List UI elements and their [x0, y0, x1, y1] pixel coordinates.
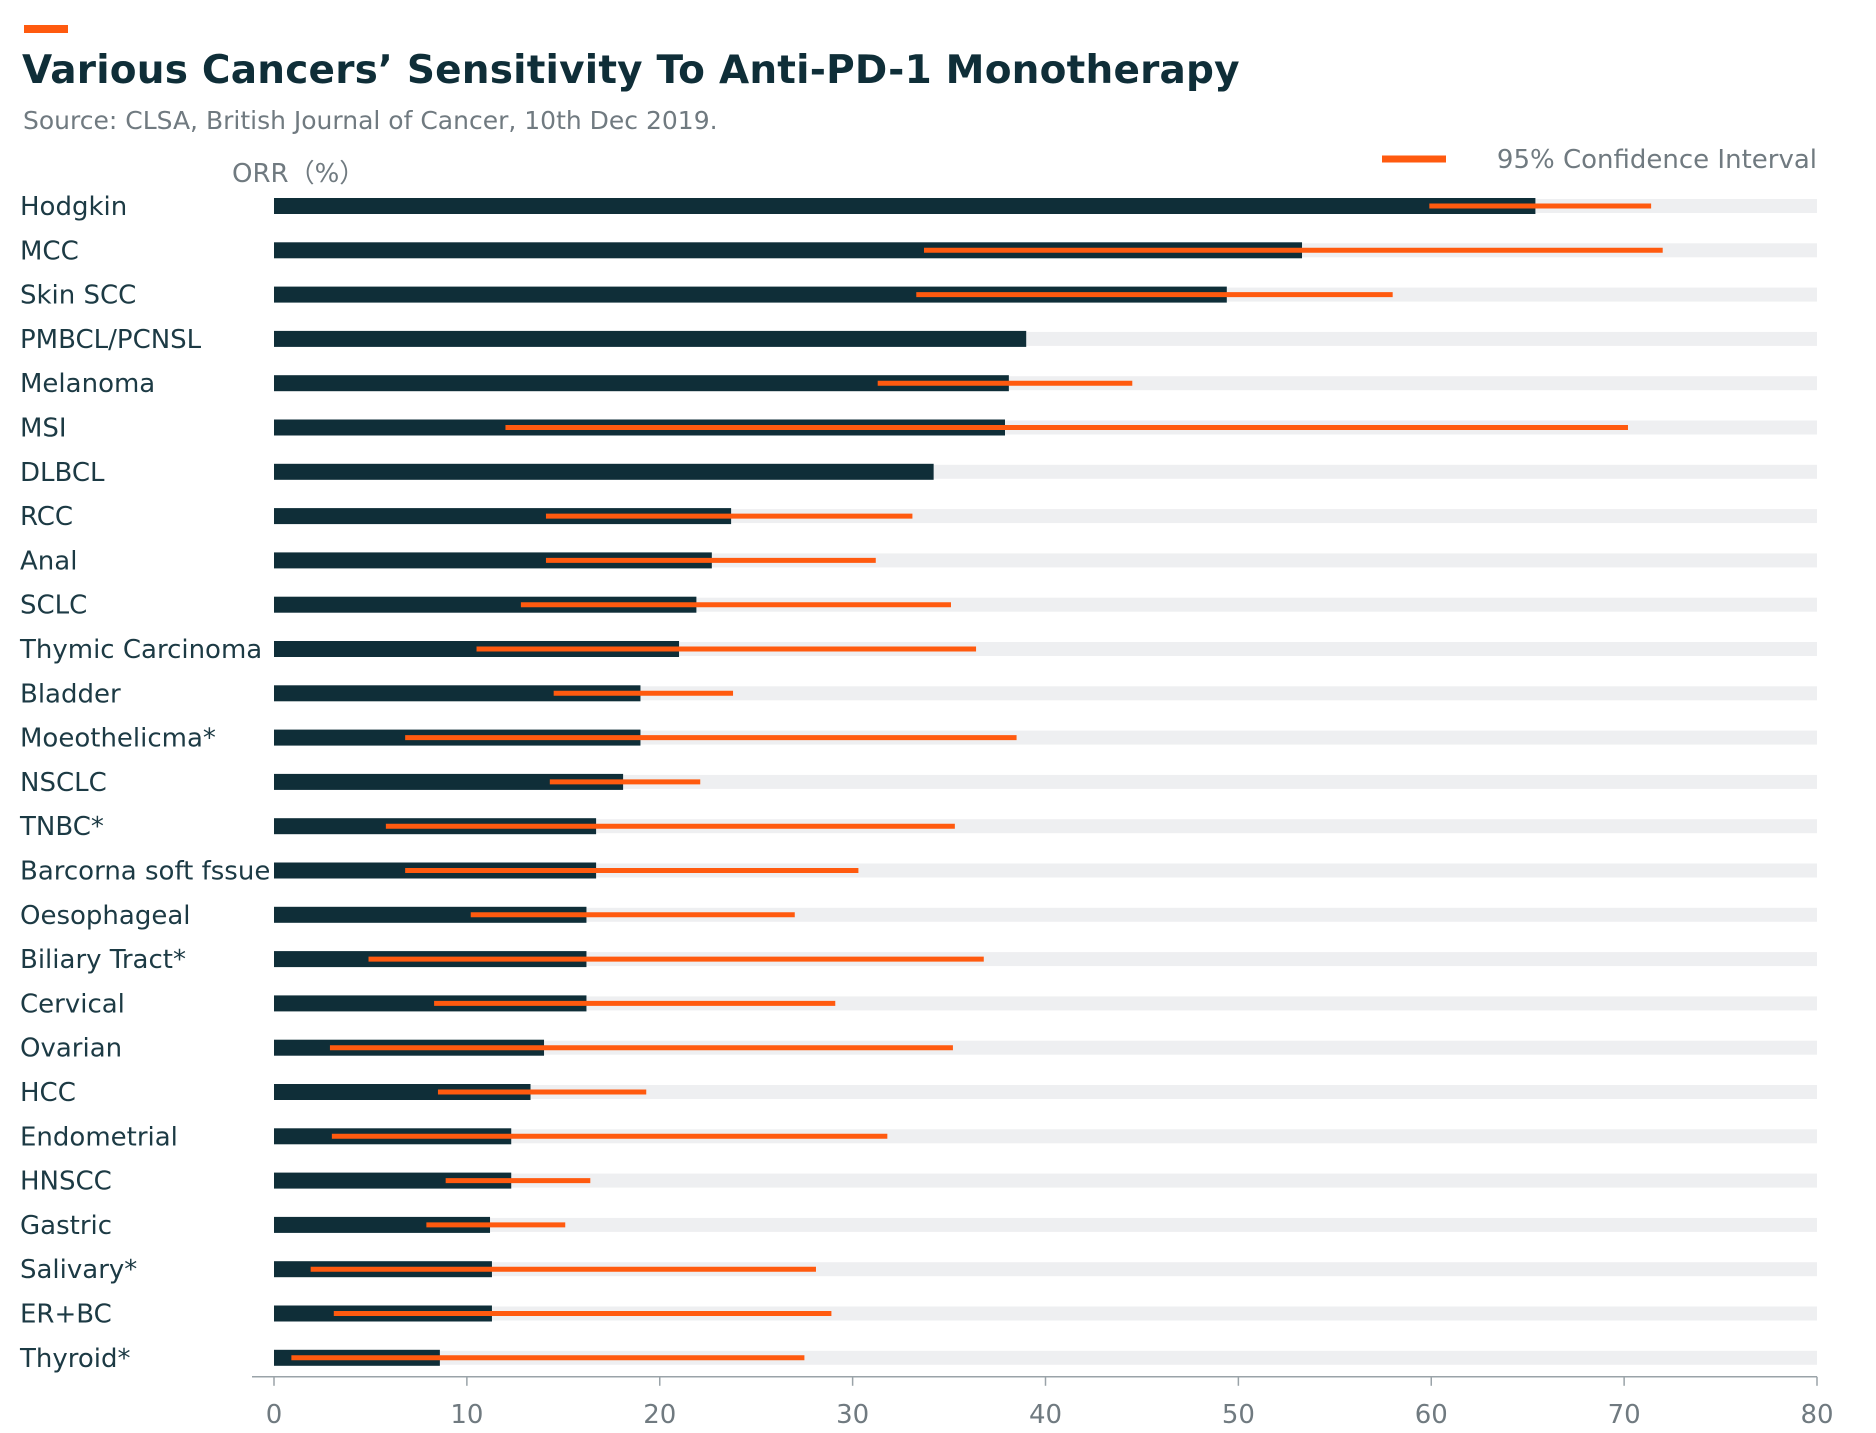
category-label-hnscc: HNSCC — [20, 1167, 112, 1197]
y-axis-title: ORR（%） — [232, 159, 365, 189]
bar-track-endometrial — [274, 1129, 1817, 1144]
chart-title: Various Cancers’ Sensitivity To Anti-PD-… — [22, 48, 1240, 93]
category-label-dlbcl: DLBCL — [20, 458, 105, 488]
bar-hnscc — [274, 1172, 512, 1189]
category-label-gastric: Gastric — [20, 1211, 112, 1241]
x-tick-label-0: 0 — [266, 1400, 283, 1430]
title-accent-bar — [24, 25, 68, 33]
category-label-tnbc: TNBC* — [19, 812, 104, 842]
category-label-nsclc: NSCLC — [20, 768, 107, 798]
category-label-endometrial: Endometrial — [20, 1122, 178, 1152]
x-tick-label-30: 30 — [836, 1400, 869, 1430]
bar-dlbcl — [274, 463, 934, 480]
bar-sclc — [274, 596, 697, 613]
bar-hcc — [274, 1084, 531, 1100]
category-label-mcc: MCC — [20, 236, 79, 266]
bar-track-tnbc — [274, 819, 1817, 834]
bar-track-ovarian — [274, 1040, 1817, 1055]
bar-track-barcorna-soft-fssue — [274, 863, 1817, 878]
x-tick-label-50: 50 — [1222, 1400, 1255, 1430]
bar-track-er-bc — [274, 1306, 1817, 1321]
bar-track-moeothelicma — [274, 730, 1817, 745]
bar-cervical — [274, 995, 587, 1012]
bar-melanoma — [274, 375, 1009, 392]
bar-hodgkin — [274, 198, 1536, 214]
x-tick-label-80: 80 — [1800, 1400, 1833, 1430]
category-label-barcorna-soft-fssue: Barcorna soft fssue — [20, 857, 270, 887]
x-tick-label-10: 10 — [450, 1400, 483, 1430]
bar-gastric — [274, 1216, 491, 1233]
x-tick-label-70: 70 — [1608, 1400, 1641, 1430]
category-label-hodgkin: Hodgkin — [20, 192, 127, 222]
category-label-bladder: Bladder — [20, 679, 121, 709]
category-label-biliary-tract: Biliary Tract* — [20, 945, 186, 975]
bar-track-biliary-tract — [274, 952, 1817, 967]
bar-track-hnscc — [274, 1173, 1817, 1188]
category-label-oesophageal: Oesophageal — [20, 901, 191, 931]
category-label-anal: Anal — [20, 546, 77, 576]
bar-anal — [274, 552, 712, 569]
bar-pmbcl-pcnsl — [274, 330, 1027, 347]
bar-oesophageal — [274, 906, 587, 923]
category-label-pmbcl-pcnsl: PMBCL/PCNSL — [20, 325, 202, 355]
category-label-rcc: RCC — [20, 502, 73, 532]
category-label-salivary: Salivary* — [20, 1255, 137, 1285]
legend-ci-label: 95% Confidence Interval — [1497, 145, 1817, 175]
category-label-hcc: HCC — [20, 1078, 76, 1108]
bar-track-bladder — [274, 686, 1817, 701]
category-label-moeothelicma: Moeothelicma* — [20, 724, 216, 754]
chart-source: Source: CLSA, British Journal of Cancer,… — [23, 106, 718, 135]
bar-nsclc — [274, 773, 624, 790]
x-tick-label-20: 20 — [643, 1400, 676, 1430]
category-label-ovarian: Ovarian — [20, 1034, 122, 1064]
category-label-msi: MSI — [20, 414, 67, 444]
bar-mcc — [274, 242, 1303, 259]
category-label-cervical: Cervical — [20, 989, 125, 1019]
bar-track-cervical — [274, 996, 1817, 1011]
category-label-thymic-carcinoma: Thymic Carcinoma — [19, 635, 262, 665]
x-tick-label-40: 40 — [1029, 1400, 1062, 1430]
bar-track-nsclc — [274, 774, 1817, 789]
category-label-sclc: SCLC — [20, 591, 87, 621]
bar-track-oesophageal — [274, 907, 1817, 922]
bar-track-salivary — [274, 1262, 1817, 1277]
bar-bladder — [274, 685, 641, 702]
category-label-thyroid: Thyroid* — [19, 1344, 131, 1374]
bar-track-gastric — [274, 1217, 1817, 1232]
category-label-er-bc: ER+BC — [20, 1300, 112, 1330]
bar-track-thyroid — [274, 1350, 1817, 1365]
x-tick-label-60: 60 — [1415, 1400, 1448, 1430]
category-label-skin-scc: Skin SCC — [20, 281, 136, 311]
bar-skin-scc — [274, 286, 1227, 303]
bar-rcc — [274, 508, 732, 525]
category-label-melanoma: Melanoma — [20, 369, 155, 399]
bar-track-hcc — [274, 1085, 1817, 1099]
